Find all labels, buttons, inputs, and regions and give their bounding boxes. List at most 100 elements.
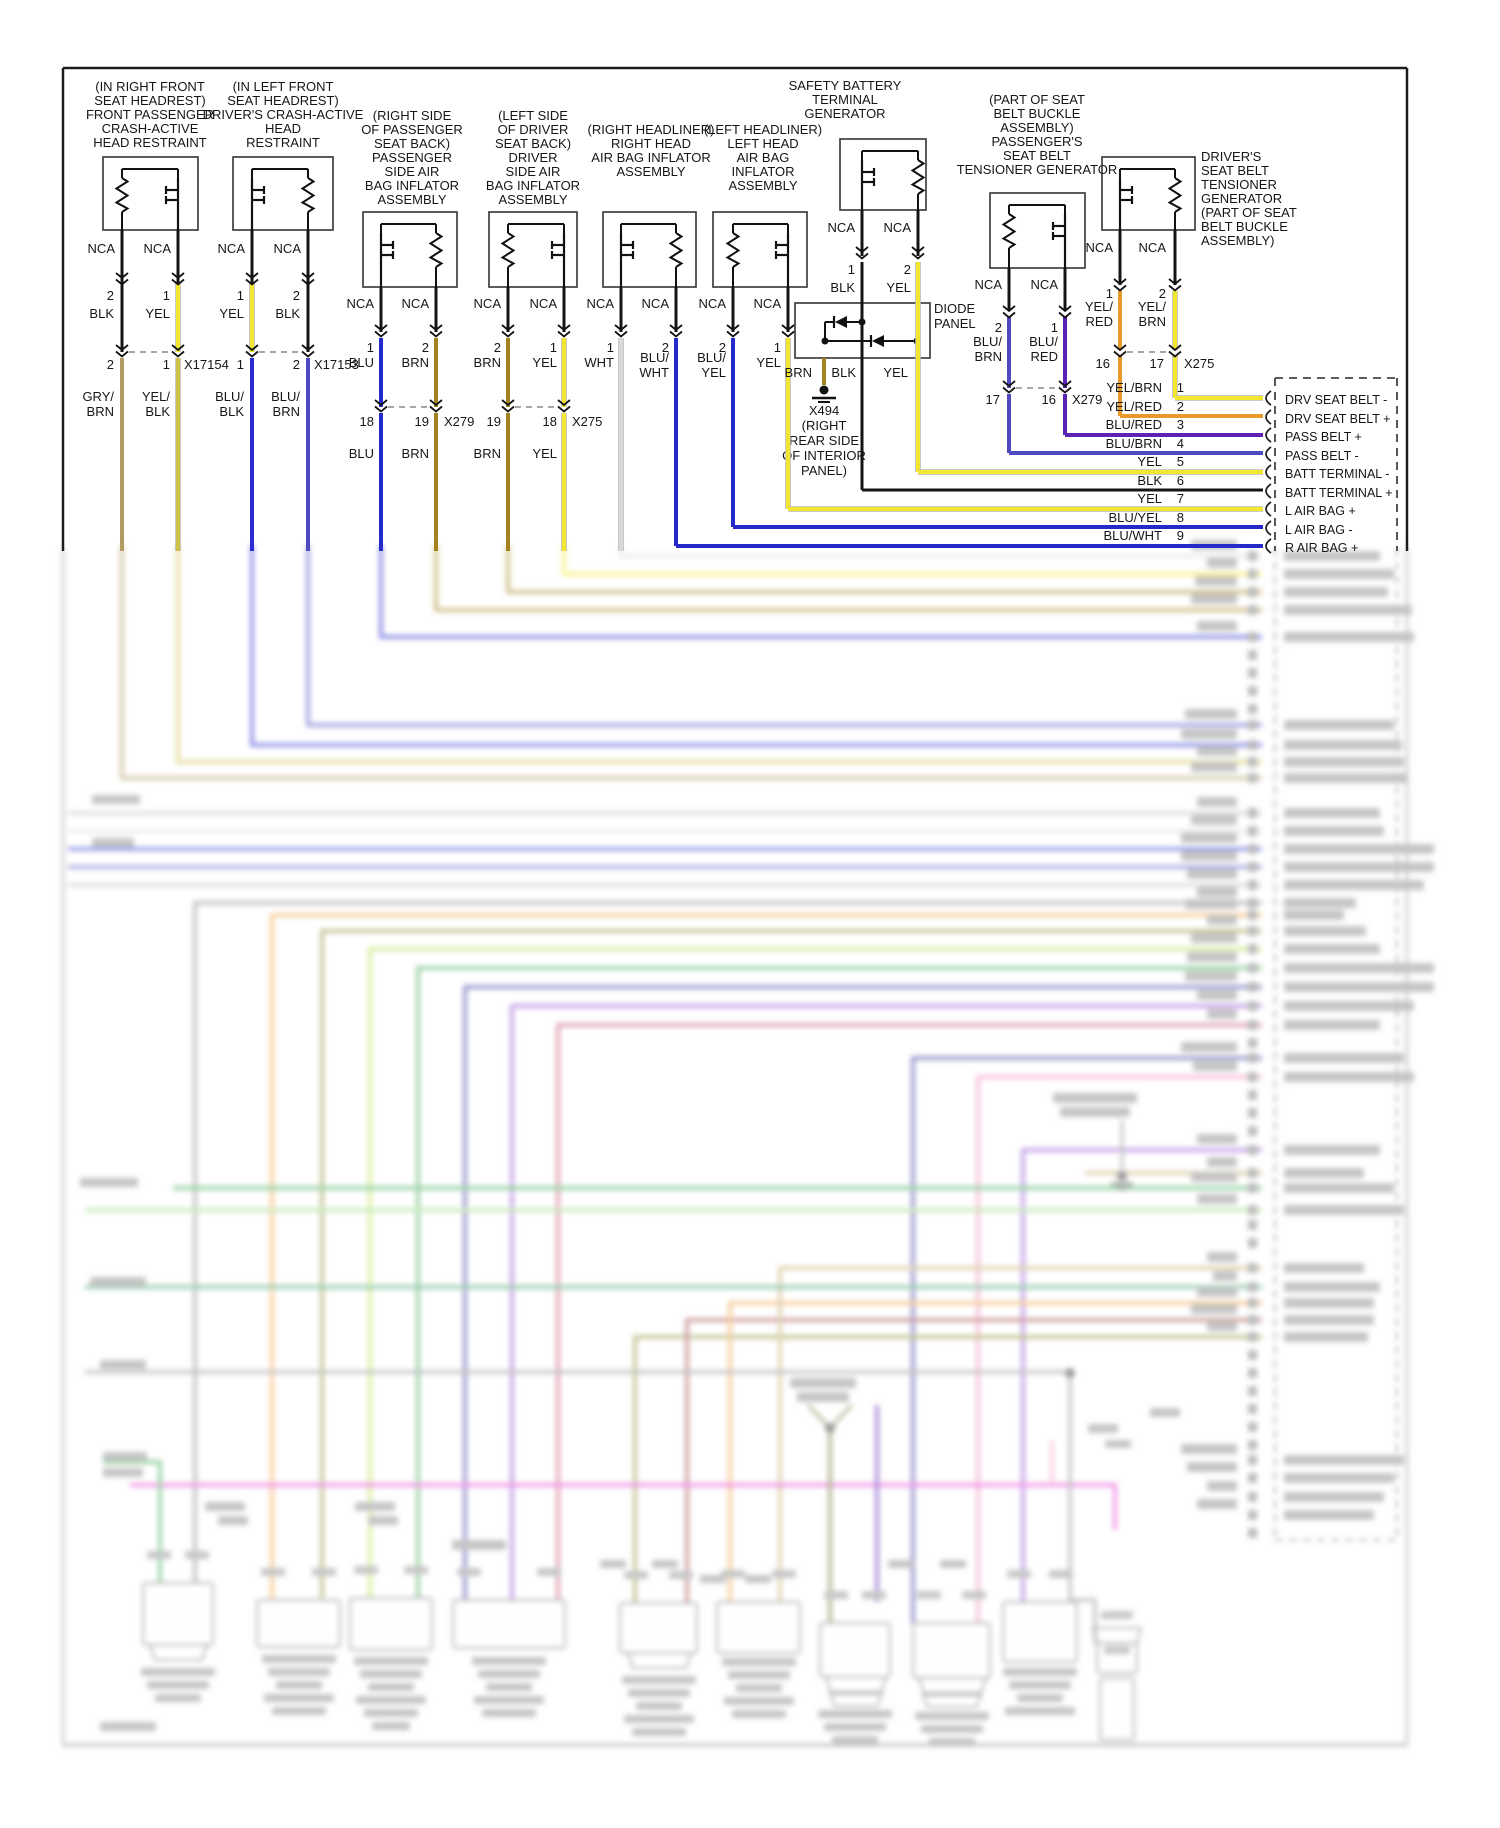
faded-module-box [349, 1597, 433, 1651]
drivers-seat-belt-tensioner-generator-label: TENSIONER [1201, 177, 1277, 192]
inline-connector-icon [614, 324, 628, 338]
faded-pin-tick [1248, 1205, 1257, 1215]
connector-chevron [1058, 386, 1072, 394]
pin-number-label: 6 [1177, 473, 1184, 488]
inline-connector-icon [501, 324, 515, 338]
connector-chevron [429, 405, 443, 413]
faded-pin-label-blob [1284, 1332, 1368, 1342]
faded-wire-grn [103, 1460, 162, 1583]
faded-caption-blob [272, 1707, 326, 1715]
faded-wire-label-blob [1191, 1172, 1237, 1182]
faded-pin-tick [1248, 1510, 1257, 1520]
right-head-air-bag-inflator-assembly-label: (RIGHT HEADLINER) [588, 122, 715, 137]
pin-number-label: 1 [1177, 380, 1184, 395]
connector-chevron [1058, 305, 1072, 313]
diode-panel-label: PANEL [934, 316, 976, 331]
faded-wire-label-blob [1181, 851, 1237, 861]
faded-pin-tick [1248, 632, 1257, 642]
label: NCA [144, 241, 172, 256]
diode-arrow-icon [872, 335, 884, 347]
faded-junction-dot [1065, 1368, 1075, 1378]
connector-chevron [501, 330, 515, 338]
pin-number-label: 9 [1177, 528, 1184, 543]
label: 2 [422, 340, 429, 355]
faded-label-blob [1105, 1440, 1131, 1448]
label: NCA [975, 277, 1003, 292]
connector-chevron [301, 278, 315, 286]
faded-label-blob [1088, 1424, 1118, 1433]
faded-wire-label-blob [1197, 887, 1237, 897]
receptacle-icon [1265, 409, 1272, 425]
faded-wire-maroon [685, 1318, 1262, 1602]
connector-chevron [1113, 284, 1127, 292]
faded-caption-blob [921, 1725, 983, 1733]
faded-module-box [1002, 1601, 1078, 1663]
connector-chevron [245, 272, 259, 280]
connector-chevron [115, 350, 129, 358]
label: 19 [487, 414, 501, 429]
faded-wire-gry_brn [120, 545, 1262, 780]
label: 17 [1150, 356, 1164, 371]
resistor-symbol [428, 232, 444, 268]
label: YEL [219, 306, 244, 321]
label: NCA [402, 296, 430, 311]
faded-pin-tick [1248, 587, 1257, 597]
front-passenger-crash-active-head-restraint-label: CRASH-ACTIVE [102, 121, 199, 136]
faded-module-box [1099, 1677, 1135, 1741]
faded-pin-tick [1248, 910, 1257, 920]
label: 2 [293, 288, 300, 303]
label: NCA [884, 220, 912, 235]
label: NCA [274, 241, 302, 256]
connector-chevron [171, 344, 185, 352]
connector-chevron [1168, 344, 1182, 352]
receptacle-icon [1265, 446, 1272, 462]
faded-pin-tick [1248, 1422, 1257, 1432]
label: YEL [701, 365, 726, 380]
pin-function-label: BATT TERMINAL - [1285, 467, 1389, 481]
faded-pin-tick [1248, 1001, 1257, 1011]
connector-chevron [374, 399, 388, 407]
faded-pin-label-blob [1284, 1282, 1380, 1292]
drivers-seat-belt-tensioner-generator-box [1101, 156, 1196, 231]
faded-wire-pur [1021, 1148, 1262, 1602]
faded-wire-label-blob [1191, 933, 1237, 943]
faded-pin-tick [1248, 926, 1257, 936]
faded-wire-label-blob [1187, 1462, 1237, 1472]
front-passenger-crash-active-head-restraint-box [102, 156, 199, 231]
faded-connector-foot [917, 1677, 988, 1694]
faded-pin-blob [1049, 1570, 1073, 1578]
faded-caption-blob [1009, 1681, 1071, 1689]
faded-caption-blob [818, 1710, 892, 1718]
label: 18 [543, 414, 557, 429]
faded-pin-label-blob [1284, 926, 1366, 936]
connector-chevron [115, 344, 129, 352]
pin-function-label: L AIR BAG + [1285, 504, 1356, 518]
connector-chevron [245, 350, 259, 358]
pin-wire-color-label: YEL [1137, 491, 1162, 506]
faded-pin-tick [1248, 1473, 1257, 1483]
inline-connector-icon [1168, 344, 1182, 358]
label: 2 [107, 288, 114, 303]
driver-side-air-bag-inflator-assembly-label: (LEFT SIDE [498, 108, 568, 123]
faded-pin-tick [1248, 1020, 1257, 1030]
faded-caption-blob [1005, 1707, 1075, 1715]
left-head-air-bag-inflator-assembly-box [712, 211, 808, 288]
faded-label-blob [790, 1378, 856, 1388]
connector-chevron [374, 405, 388, 413]
label: 16 [1042, 392, 1056, 407]
connector-chevron [501, 399, 515, 407]
faded-pin-tick [1248, 1238, 1257, 1248]
inline-connector-icon [374, 324, 388, 338]
faded-pin-label-blob [1284, 1072, 1414, 1082]
label: 1 [1106, 286, 1113, 301]
passenger-side-air-bag-inflator-assembly-label: (RIGHT SIDE [373, 108, 452, 123]
connector-chevron [1168, 350, 1182, 358]
faded-label-blob [797, 1392, 849, 1402]
faded-label-blob [355, 1502, 395, 1511]
label: NCA [88, 241, 116, 256]
